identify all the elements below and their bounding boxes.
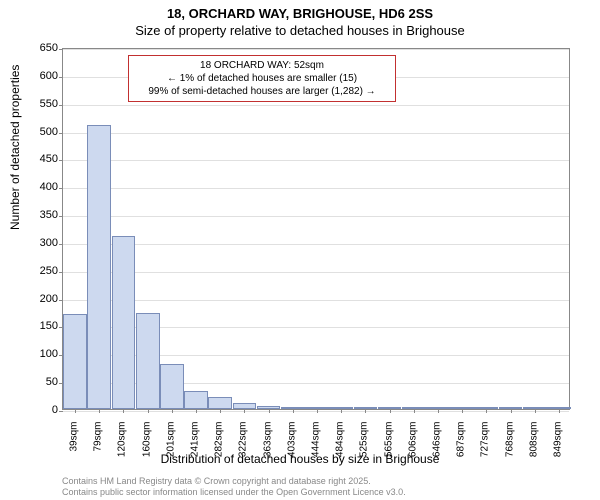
- xtick-mark: [148, 409, 149, 413]
- gridline: [63, 49, 569, 50]
- xtick-label: 322sqm: [238, 422, 249, 462]
- xtick-mark: [123, 409, 124, 413]
- xtick-label: 525sqm: [359, 422, 370, 462]
- histogram-bar: [136, 313, 160, 409]
- xtick-label: 565sqm: [383, 422, 394, 462]
- xtick-label: 39sqm: [69, 422, 80, 462]
- xtick-mark: [293, 409, 294, 413]
- ytick-mark: [59, 160, 63, 161]
- xtick-label: 403sqm: [286, 422, 297, 462]
- xtick-label: 282sqm: [214, 422, 225, 462]
- ytick-label: 100: [32, 348, 58, 360]
- annotation-line2: ← 1% of detached houses are smaller (15): [135, 72, 389, 85]
- gridline: [63, 133, 569, 134]
- xtick-mark: [269, 409, 270, 413]
- histogram-bar: [160, 364, 184, 409]
- gridline: [63, 188, 569, 189]
- xtick-label: 484sqm: [335, 422, 346, 462]
- ytick-label: 450: [32, 153, 58, 165]
- histogram-bar: [208, 397, 232, 409]
- xtick-label: 363sqm: [262, 422, 273, 462]
- ytick-label: 50: [32, 376, 58, 388]
- ytick-label: 150: [32, 320, 58, 332]
- chart-subtitle: Size of property relative to detached ho…: [0, 23, 600, 42]
- ytick-mark: [59, 411, 63, 412]
- xtick-label: 241sqm: [190, 422, 201, 462]
- ytick-label: 650: [32, 42, 58, 54]
- xtick-mark: [196, 409, 197, 413]
- ytick-label: 400: [32, 181, 58, 193]
- xtick-mark: [172, 409, 173, 413]
- gridline: [63, 411, 569, 412]
- histogram-bar: [63, 314, 87, 409]
- xtick-label: 79sqm: [93, 422, 104, 462]
- xtick-label: 768sqm: [504, 422, 515, 462]
- xtick-mark: [220, 409, 221, 413]
- ytick-mark: [59, 272, 63, 273]
- gridline: [63, 244, 569, 245]
- gridline: [63, 300, 569, 301]
- xtick-mark: [414, 409, 415, 413]
- xtick-label: 160sqm: [141, 422, 152, 462]
- xtick-mark: [341, 409, 342, 413]
- ytick-mark: [59, 77, 63, 78]
- ytick-label: 350: [32, 209, 58, 221]
- ytick-mark: [59, 49, 63, 50]
- xtick-mark: [244, 409, 245, 413]
- xtick-label: 727sqm: [480, 422, 491, 462]
- histogram-bar: [184, 391, 208, 409]
- histogram-bar: [112, 236, 136, 409]
- gridline: [63, 216, 569, 217]
- ytick-label: 250: [32, 265, 58, 277]
- ytick-label: 550: [32, 98, 58, 110]
- ytick-mark: [59, 105, 63, 106]
- xtick-mark: [486, 409, 487, 413]
- histogram-bar: [87, 125, 111, 409]
- xtick-label: 120sqm: [117, 422, 128, 462]
- footer-line1: Contains HM Land Registry data © Crown c…: [62, 476, 406, 487]
- xtick-mark: [438, 409, 439, 413]
- xtick-label: 849sqm: [552, 422, 563, 462]
- xtick-mark: [511, 409, 512, 413]
- ytick-label: 300: [32, 237, 58, 249]
- xtick-mark: [535, 409, 536, 413]
- y-axis-label: Number of detached properties: [8, 65, 22, 230]
- xtick-label: 687sqm: [456, 422, 467, 462]
- ytick-mark: [59, 244, 63, 245]
- xtick-mark: [390, 409, 391, 413]
- annotation-line3: 99% of semi-detached houses are larger (…: [135, 85, 389, 98]
- ytick-label: 600: [32, 70, 58, 82]
- footer-attribution: Contains HM Land Registry data © Crown c…: [62, 476, 406, 498]
- xtick-label: 201sqm: [165, 422, 176, 462]
- xtick-mark: [99, 409, 100, 413]
- xtick-label: 808sqm: [528, 422, 539, 462]
- ytick-mark: [59, 133, 63, 134]
- ytick-mark: [59, 188, 63, 189]
- xtick-mark: [317, 409, 318, 413]
- xtick-label: 646sqm: [431, 422, 442, 462]
- xtick-mark: [462, 409, 463, 413]
- plot-area: [62, 48, 570, 410]
- xtick-mark: [559, 409, 560, 413]
- ytick-mark: [59, 216, 63, 217]
- annotation-line1: 18 ORCHARD WAY: 52sqm: [135, 59, 389, 72]
- footer-line2: Contains public sector information licen…: [62, 487, 406, 498]
- xtick-mark: [365, 409, 366, 413]
- gridline: [63, 105, 569, 106]
- ytick-label: 200: [32, 293, 58, 305]
- gridline: [63, 160, 569, 161]
- gridline: [63, 272, 569, 273]
- xtick-label: 444sqm: [311, 422, 322, 462]
- chart-title: 18, ORCHARD WAY, BRIGHOUSE, HD6 2SS: [0, 0, 600, 23]
- ytick-label: 500: [32, 126, 58, 138]
- ytick-mark: [59, 300, 63, 301]
- xtick-mark: [75, 409, 76, 413]
- ytick-label: 0: [32, 404, 58, 416]
- xtick-label: 606sqm: [407, 422, 418, 462]
- annotation-box: 18 ORCHARD WAY: 52sqm ← 1% of detached h…: [128, 55, 396, 102]
